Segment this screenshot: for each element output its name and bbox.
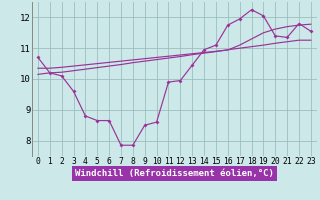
X-axis label: Windchill (Refroidissement éolien,°C): Windchill (Refroidissement éolien,°C) (75, 169, 274, 178)
